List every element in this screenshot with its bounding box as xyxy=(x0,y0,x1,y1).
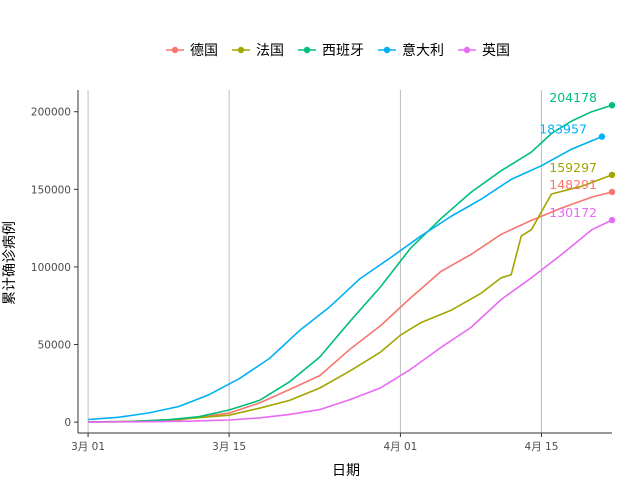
series-line xyxy=(88,104,613,423)
legend-label: 西班牙 xyxy=(322,43,364,59)
x-axis-ticks: 3月 01 3月 15 4月 01 4月 15 xyxy=(71,433,558,453)
legend-key-marker xyxy=(237,46,245,54)
x-tick-label: 3月 15 xyxy=(212,441,246,453)
series-end-labels: 148291 159297 204178 183957 130172 xyxy=(539,90,597,220)
y-tick-label: 0 xyxy=(64,417,71,429)
series-line xyxy=(88,135,603,421)
series-end-marker xyxy=(608,188,616,196)
series-end-label: 159297 xyxy=(549,160,597,175)
x-tick-label: 4月 15 xyxy=(525,441,559,453)
legend-item: 德国 xyxy=(166,43,218,59)
series-end-marker xyxy=(608,216,616,224)
y-axis-title: 累计确诊病例 xyxy=(2,221,18,305)
legend-key-marker xyxy=(463,46,471,54)
series-end-label: 148291 xyxy=(549,177,597,192)
series-end-label: 130172 xyxy=(549,205,597,220)
x-tick-label: 3月 01 xyxy=(71,441,105,453)
legend-item: 意大利 xyxy=(377,42,444,59)
series-end-markers xyxy=(598,102,616,224)
legend-key-marker xyxy=(383,46,391,54)
grid-lines xyxy=(87,90,542,433)
y-tick-label: 150000 xyxy=(31,184,71,196)
legend: 德国 法国 西班牙 意大利 英国 xyxy=(166,42,510,59)
x-axis-title: 日期 xyxy=(332,463,360,479)
y-tick-label: 100000 xyxy=(31,262,71,274)
series-end-label: 183957 xyxy=(539,122,587,137)
legend-key-marker xyxy=(171,46,179,54)
y-tick-label: 200000 xyxy=(31,107,71,119)
legend-label: 英国 xyxy=(482,42,510,59)
series-end-label: 204178 xyxy=(549,90,597,105)
legend-label: 法国 xyxy=(256,43,284,59)
axes xyxy=(77,90,612,434)
series-end-marker xyxy=(608,102,616,109)
series-end-marker xyxy=(598,133,606,140)
legend-label: 意大利 xyxy=(402,42,444,59)
series-line xyxy=(88,174,613,423)
legend-item: 西班牙 xyxy=(298,43,364,59)
y-axis-ticks: 0 50000 100000 150000 200000 xyxy=(31,107,78,429)
legend-label: 德国 xyxy=(190,43,218,59)
series-line xyxy=(88,219,613,423)
series-line xyxy=(88,191,613,423)
legend-item: 英国 xyxy=(457,42,510,59)
y-tick-label: 50000 xyxy=(38,340,71,352)
series-end-marker xyxy=(608,171,616,179)
legend-item: 法国 xyxy=(232,43,284,59)
x-tick-label: 4月 01 xyxy=(383,441,417,453)
series-lines xyxy=(88,104,613,423)
legend-key-marker xyxy=(303,46,311,54)
